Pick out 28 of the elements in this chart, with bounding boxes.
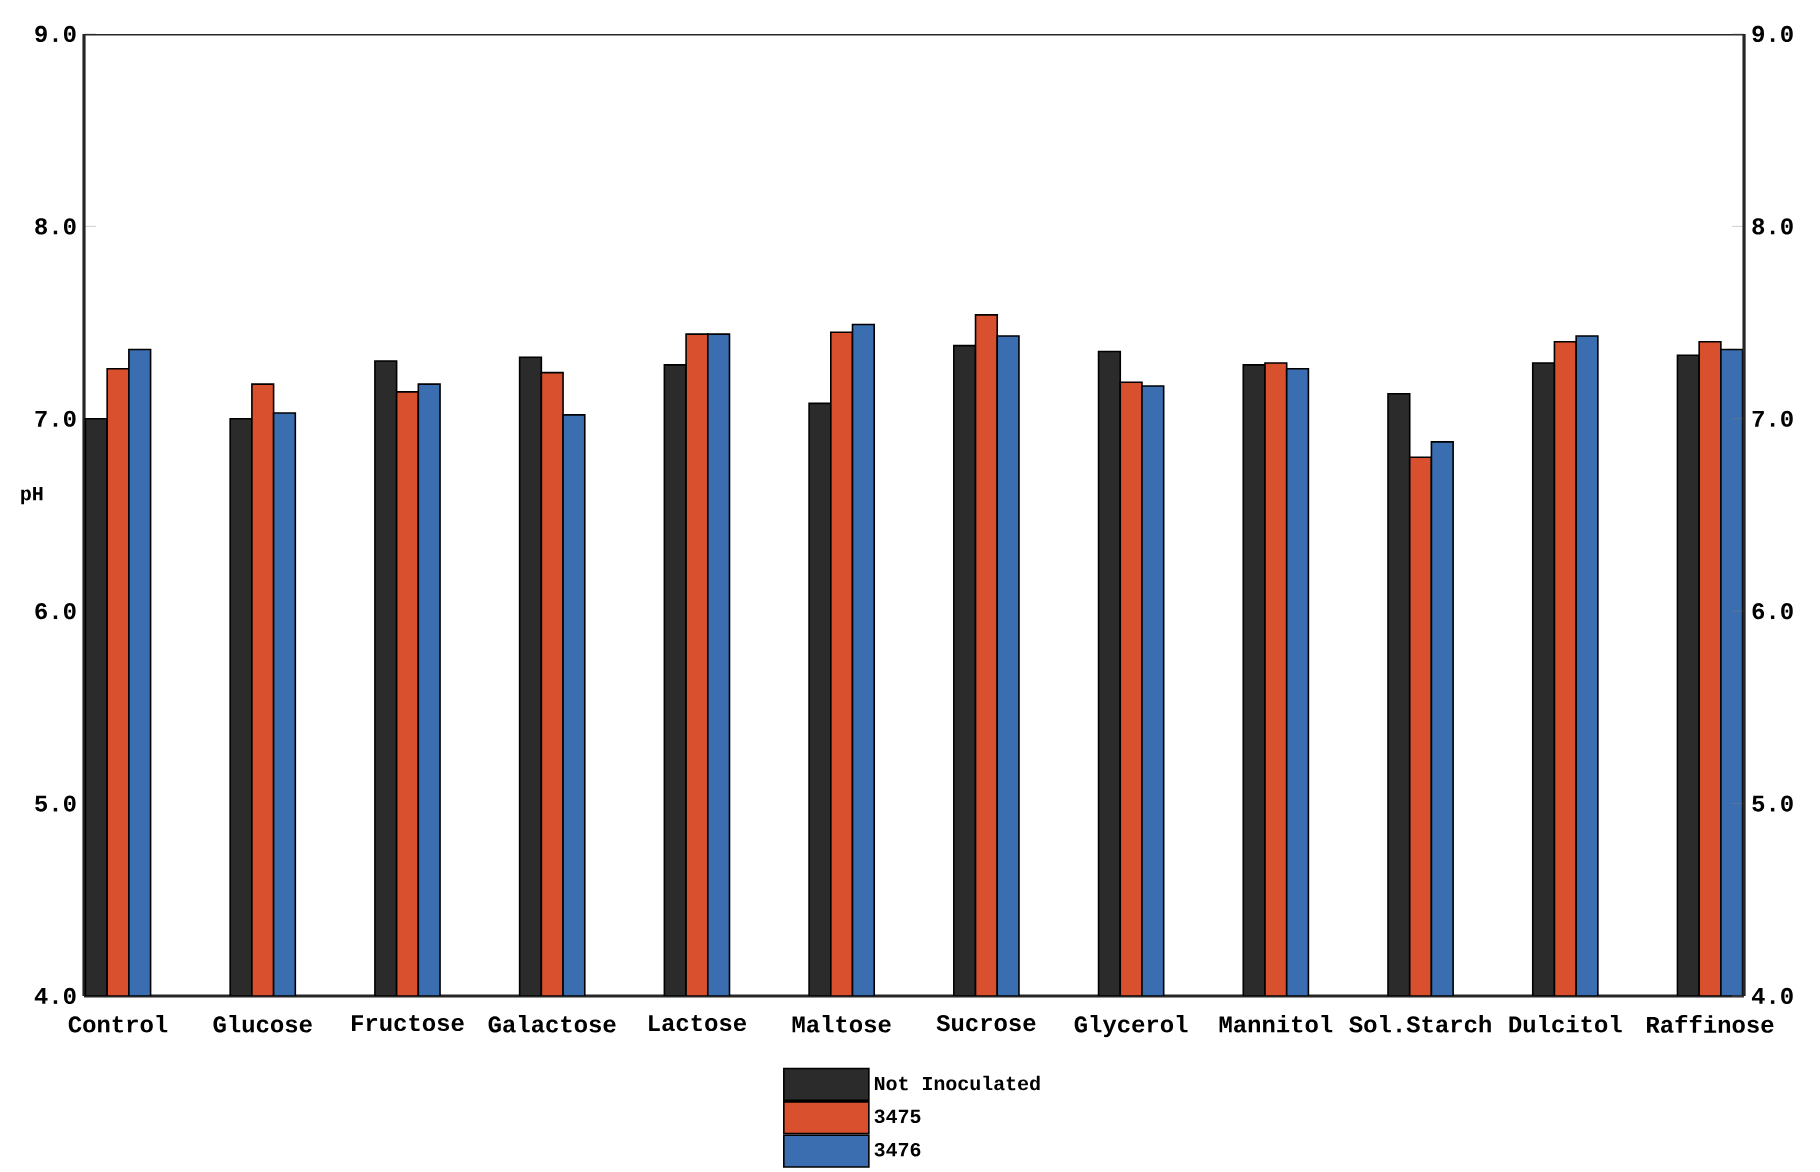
y2-tick-label: 5.0: [1752, 795, 1793, 812]
y-tick-label: 9.0: [35, 25, 76, 43]
y-tick-label: 5.0: [35, 795, 76, 812]
x-tick-label: Control: [68, 1015, 168, 1033]
y2-tick-label: 4.0: [1751, 988, 1793, 1005]
y2-tick-label: 7.0: [1752, 410, 1793, 428]
x-tick-label: Mannitol: [1219, 1015, 1333, 1033]
legend-label: 3475: [874, 1109, 921, 1124]
x-tick-label: Fructose: [352, 1015, 464, 1032]
x-tick-label: Sucrose: [936, 1015, 1036, 1032]
y-tick-label: 6.0: [35, 603, 76, 620]
x-tick-label: Glycerol: [1074, 1015, 1188, 1038]
y-tick-label: 8.0: [35, 218, 76, 235]
y-tick-label: 7.0: [35, 410, 76, 428]
y2-tick-label: 6.0: [1752, 603, 1793, 620]
legend-label: 3476: [874, 1143, 921, 1157]
x-tick-label: Raffinose: [1647, 1015, 1774, 1034]
x-tick-label: Dulcitol: [1509, 1015, 1622, 1033]
x-tick-label: Galactose: [488, 1015, 616, 1033]
x-tick-label: Lactose: [649, 1015, 746, 1032]
y2-tick-label: 9.0: [1752, 25, 1793, 43]
y2-tick-label: 8.0: [1752, 218, 1793, 235]
x-tick-label: Glucose: [213, 1015, 312, 1033]
y-axis-title: pH: [21, 487, 43, 505]
x-tick-label: Sol.Starch: [1349, 1015, 1491, 1033]
x-tick-label: Maltose: [792, 1015, 891, 1033]
y-tick-label: 4.0: [34, 988, 76, 1005]
legend-label: Not Inoculated: [874, 1075, 1040, 1091]
